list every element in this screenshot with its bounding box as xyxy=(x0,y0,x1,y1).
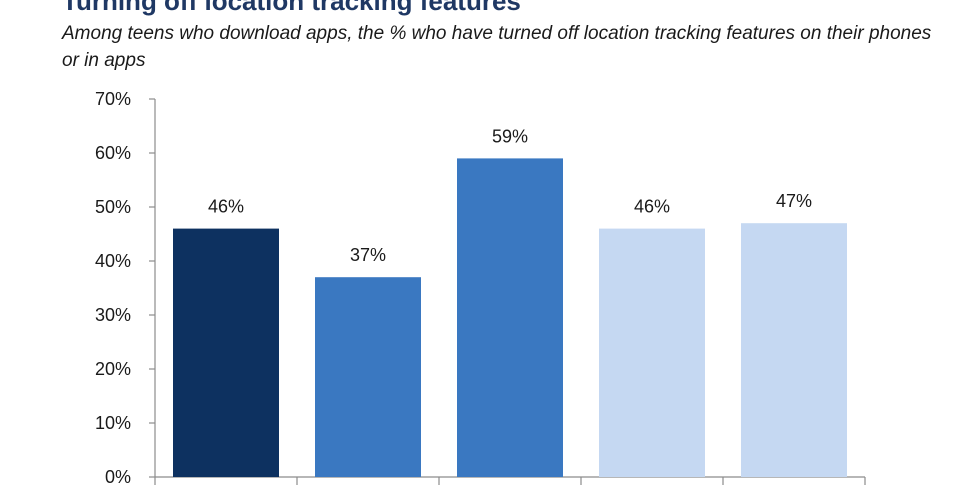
y-tick-label: 60% xyxy=(95,143,131,163)
bar-value-label: 47% xyxy=(776,191,812,211)
y-tick-label: 20% xyxy=(95,359,131,379)
y-tick-label: 40% xyxy=(95,251,131,271)
bar xyxy=(173,228,279,477)
bar-value-label: 46% xyxy=(208,197,244,217)
y-tick-label: 10% xyxy=(95,413,131,433)
bar-value-label: 37% xyxy=(350,245,386,265)
chart-subtitle: Among teens who download apps, the % who… xyxy=(62,23,932,71)
y-tick-label: 0% xyxy=(105,467,131,487)
bar xyxy=(741,223,847,477)
bar-value-label: 46% xyxy=(634,197,670,217)
bar-value-label: 59% xyxy=(492,126,528,146)
y-tick-label: 30% xyxy=(95,305,131,325)
data-labels: 46% 37% 59% 46% 47% xyxy=(208,126,812,265)
bar xyxy=(599,228,705,477)
y-axis: 0% 10% 20% 30% 40% 50% 60% 70% xyxy=(95,89,866,487)
bars xyxy=(173,158,847,477)
bar xyxy=(457,158,563,477)
y-tick-label: 70% xyxy=(95,89,131,109)
y-tick-label: 50% xyxy=(95,197,131,217)
chart-title: Turning off location tracking features xyxy=(62,0,521,16)
bar xyxy=(315,277,421,477)
